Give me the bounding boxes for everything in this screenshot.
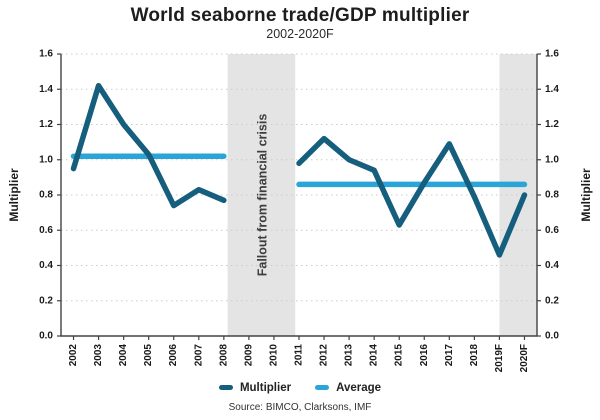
legend-item-multiplier: Multiplier: [218, 381, 292, 394]
legend-label: Multiplier: [239, 381, 292, 394]
y-tick-label-left: 0.4: [39, 260, 53, 271]
x-tick-label: 2007: [193, 344, 204, 367]
x-tick-label: 2014: [369, 344, 380, 367]
y-tick-label-right: 1.2: [545, 119, 559, 130]
legend: Multiplier Average: [0, 380, 600, 395]
y-tick-label-right: 0.8: [545, 190, 559, 201]
legend-swatch-multiplier: [218, 385, 233, 390]
band-label-0: Fallout from financial crisis: [255, 114, 269, 277]
y-tick-label-right: 0.4: [545, 260, 559, 271]
y-tick-label-left: 1.6: [39, 49, 53, 60]
y-tick-label-left: 0.8: [39, 190, 53, 201]
highlight-band-1: [499, 54, 537, 336]
x-tick-label: 2018: [469, 344, 480, 367]
y-tick-label-left: 0.2: [39, 295, 53, 306]
chart-title: World seaborne trade/GDP multiplier: [130, 5, 470, 26]
x-tick-label: 2006: [168, 344, 179, 367]
y-tick-label-left: 0.6: [39, 225, 53, 236]
y-tick-label-right: 1.4: [545, 84, 559, 95]
y-tick-label-right: 0.0: [545, 331, 559, 342]
chart-subtitle: 2002-2020F: [266, 27, 334, 41]
y-axis-title-left: Multiplier: [7, 168, 21, 222]
x-tick-label: 2005: [143, 344, 154, 367]
x-tick-label: 2009: [243, 344, 254, 367]
y-tick-label-left: 0.0: [39, 331, 53, 342]
y-tick-label-left: 1.2: [39, 119, 53, 130]
y-tick-label-right: 1.0: [545, 154, 559, 165]
y-tick-label-left: 1.4: [39, 84, 53, 95]
y-tick-label-left: 1.0: [39, 154, 53, 165]
multiplier-line: [70, 82, 227, 209]
x-tick-label: 2003: [93, 344, 104, 367]
y-axis-title-right: Multiplier: [579, 168, 593, 222]
x-tick-label: 2017: [444, 344, 455, 367]
x-tick-label: 2016: [419, 344, 430, 367]
legend-label: Average: [336, 381, 382, 394]
x-tick-label: 2004: [118, 344, 129, 367]
y-tick-label-right: 1.6: [545, 49, 559, 60]
x-tick-label: 2012: [319, 344, 330, 367]
x-tick-label: 2020F: [519, 344, 530, 372]
x-tick-label: 2013: [344, 344, 355, 367]
x-tick-label: 2002: [68, 344, 79, 367]
multiplier-line: [296, 135, 528, 258]
plot-area: 0.0 0.0 0.2 0.2 0.4 0.4 0.6 0.6 0.8 0.8 1.0 1.0 1.2 1…: [7, 49, 593, 373]
x-tick-label: 2019F: [494, 344, 505, 372]
source-note: Source: BIMCO, Clarksons, IMF: [228, 402, 372, 413]
legend-item-average: Average: [315, 382, 381, 394]
x-tick-label: 2011: [294, 344, 305, 366]
legend-swatch-average: [315, 385, 330, 390]
x-tick-label: 2015: [394, 344, 405, 367]
y-tick-label-right: 0.2: [545, 295, 559, 306]
x-tick-label: 2008: [218, 344, 229, 367]
y-tick-label-right: 0.6: [545, 225, 559, 236]
x-tick-label: 2010: [268, 344, 279, 367]
